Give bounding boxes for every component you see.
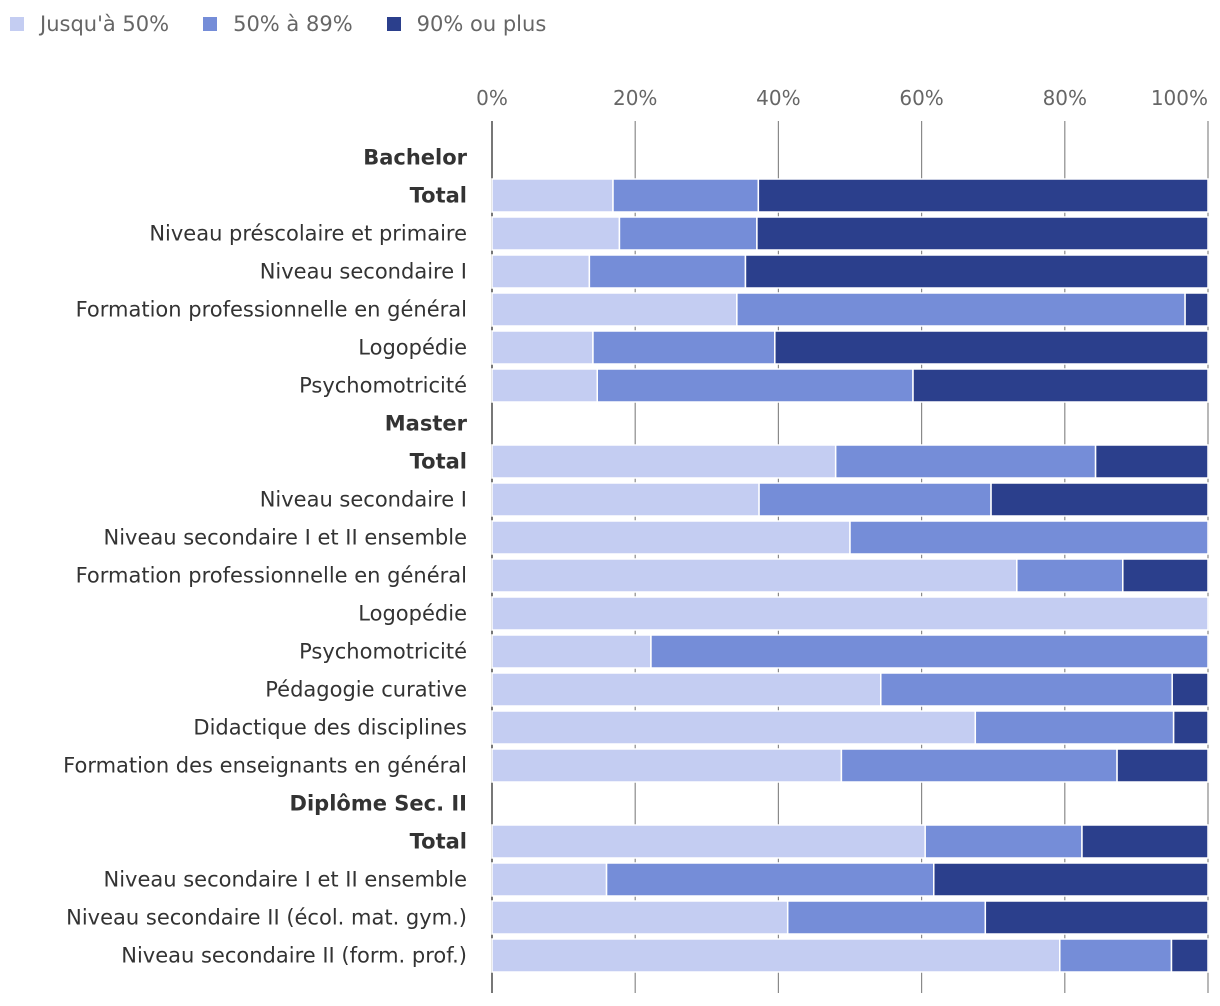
bar-segment-1[interactable] bbox=[491, 862, 608, 897]
category-label: Total bbox=[410, 184, 467, 208]
x-tick-label: 20% bbox=[613, 86, 657, 110]
legend-item-1[interactable]: 50% à 89% bbox=[203, 12, 353, 36]
x-tick-label: 60% bbox=[899, 86, 943, 110]
bar-segment-3[interactable] bbox=[912, 368, 1209, 403]
bar-segment-1[interactable] bbox=[491, 482, 760, 517]
category-label: Niveau secondaire II (form. prof.) bbox=[121, 944, 467, 968]
category-label: Psychomotricité bbox=[299, 374, 467, 398]
category-labels: Bachelor Total Niveau préscolaire et prima… bbox=[63, 146, 467, 968]
bar-segment-3[interactable] bbox=[1172, 710, 1209, 745]
bar-segment-2[interactable] bbox=[605, 862, 935, 897]
bar-segment-2[interactable] bbox=[650, 634, 1209, 669]
bar-segment-3[interactable] bbox=[1122, 558, 1209, 593]
bar-segment-3[interactable] bbox=[756, 216, 1209, 251]
bar-segment-1[interactable] bbox=[491, 900, 789, 935]
bar-segment-1[interactable] bbox=[491, 178, 614, 213]
x-tick-label: 100% bbox=[1151, 86, 1208, 110]
bar-segment-2[interactable] bbox=[596, 368, 914, 403]
bar-segment-1[interactable] bbox=[491, 444, 837, 479]
bar-segment-2[interactable] bbox=[618, 216, 758, 251]
bar-segment-1[interactable] bbox=[491, 672, 882, 707]
legend-swatch bbox=[203, 17, 218, 31]
bar-segment-3[interactable] bbox=[757, 178, 1209, 213]
legend-swatch bbox=[10, 17, 24, 31]
bar-segment-2[interactable] bbox=[834, 444, 1097, 479]
category-label: Pédagogie curative bbox=[265, 678, 467, 702]
bar-segment-2[interactable] bbox=[758, 482, 992, 517]
bar-segment-1[interactable] bbox=[491, 558, 1018, 593]
x-axis-ticks: 0% 20% 40% 60% 80% 100% bbox=[476, 86, 1208, 110]
category-label: Niveau secondaire I bbox=[260, 488, 467, 512]
bar-segment-3[interactable] bbox=[1184, 292, 1209, 327]
category-label: Didactique des disciplines bbox=[193, 716, 467, 740]
bar-segment-2[interactable] bbox=[880, 672, 1173, 707]
bar-segment-1[interactable] bbox=[491, 748, 843, 783]
legend-label: 90% ou plus bbox=[416, 12, 547, 36]
chart-legend: Jusqu'à 50% 50% à 89% 90% ou plus bbox=[10, 12, 580, 36]
category-label: Niveau secondaire I et II ensemble bbox=[103, 868, 467, 892]
bar-segment-2[interactable] bbox=[612, 178, 760, 213]
x-tick-label: 40% bbox=[756, 86, 800, 110]
bar-segment-1[interactable] bbox=[491, 938, 1061, 973]
legend-label: Jusqu'à 50% bbox=[40, 12, 170, 36]
category-label: Formation professionnelle en général bbox=[76, 564, 467, 588]
bar-segment-3[interactable] bbox=[933, 862, 1209, 897]
bar-segment-3[interactable] bbox=[1081, 824, 1209, 859]
bar-segment-3[interactable] bbox=[984, 900, 1209, 935]
category-label: Total bbox=[410, 830, 467, 854]
bar-segment-1[interactable] bbox=[491, 634, 652, 669]
bar-segment-2[interactable] bbox=[849, 520, 1209, 555]
legend-item-0[interactable]: Jusqu'à 50% bbox=[10, 12, 169, 36]
bar-segment-3[interactable] bbox=[774, 330, 1209, 365]
bars bbox=[491, 178, 1209, 973]
bar-segment-1[interactable] bbox=[491, 216, 621, 251]
x-tick-label: 80% bbox=[1043, 86, 1087, 110]
gridlines bbox=[491, 121, 1209, 993]
bar-segment-2[interactable] bbox=[592, 330, 776, 365]
bar-segment-2[interactable] bbox=[736, 292, 1186, 327]
bar-segment-1[interactable] bbox=[491, 710, 977, 745]
category-label: Logopédie bbox=[358, 336, 467, 360]
bar-segment-2[interactable] bbox=[840, 748, 1118, 783]
bar-segment-2[interactable] bbox=[924, 824, 1083, 859]
group-header-label: Bachelor bbox=[363, 146, 467, 170]
category-label: Psychomotricité bbox=[299, 640, 467, 664]
bar-segment-1[interactable] bbox=[491, 368, 599, 403]
category-label: Formation des enseignants en général bbox=[63, 754, 467, 778]
bar-segment-1[interactable] bbox=[491, 254, 591, 289]
bar-segment-2[interactable] bbox=[1016, 558, 1124, 593]
bar-segment-2[interactable] bbox=[588, 254, 747, 289]
bar-segment-3[interactable] bbox=[1170, 938, 1209, 973]
bar-segment-1[interactable] bbox=[491, 292, 738, 327]
category-label: Formation professionnelle en général bbox=[76, 298, 467, 322]
bar-segment-1[interactable] bbox=[491, 824, 926, 859]
group-header-label: Diplôme Sec. II bbox=[290, 792, 467, 816]
legend-swatch bbox=[386, 17, 401, 31]
category-label: Logopédie bbox=[358, 602, 467, 626]
category-label: Niveau secondaire I bbox=[260, 260, 467, 284]
category-label: Total bbox=[410, 450, 467, 474]
legend-label: 50% à 89% bbox=[233, 12, 353, 36]
bar-segment-3[interactable] bbox=[1116, 748, 1209, 783]
bar-segment-2[interactable] bbox=[974, 710, 1175, 745]
bar-segment-1[interactable] bbox=[491, 330, 594, 365]
bar-segment-2[interactable] bbox=[1059, 938, 1173, 973]
x-tick-label: 0% bbox=[476, 86, 508, 110]
bar-segment-3[interactable] bbox=[1171, 672, 1209, 707]
bar-segment-1[interactable] bbox=[491, 596, 1209, 631]
bar-segment-1[interactable] bbox=[491, 520, 851, 555]
category-label: Niveau secondaire I et II ensemble bbox=[103, 526, 467, 550]
bar-segment-3[interactable] bbox=[990, 482, 1209, 517]
bar-segment-3[interactable] bbox=[1094, 444, 1209, 479]
bar-segment-3[interactable] bbox=[744, 254, 1209, 289]
bar-segment-2[interactable] bbox=[786, 900, 987, 935]
legend-item-2[interactable]: 90% ou plus bbox=[386, 12, 547, 36]
category-label: Niveau secondaire II (écol. mat. gym.) bbox=[66, 906, 467, 930]
group-header-label: Master bbox=[385, 412, 468, 436]
category-label: Niveau préscolaire et primaire bbox=[149, 222, 467, 246]
